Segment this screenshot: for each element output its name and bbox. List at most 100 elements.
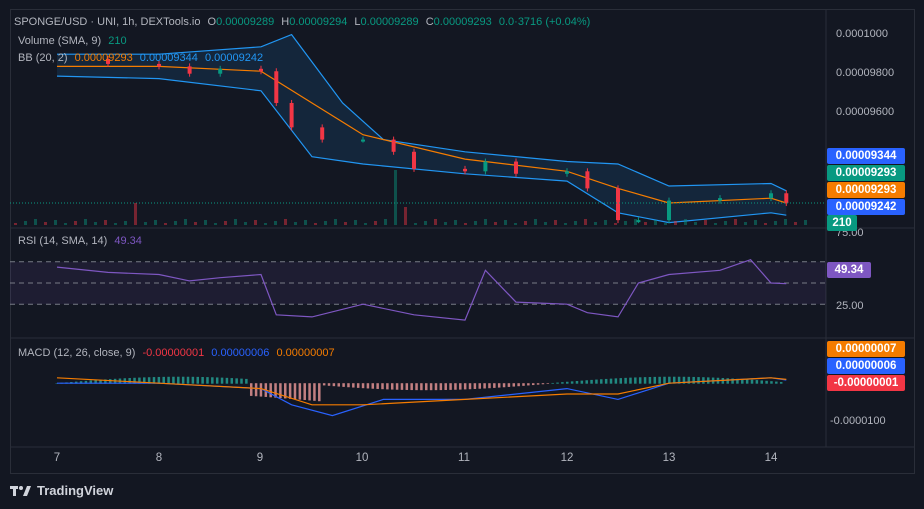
tradingview-logo[interactable]: TradingView: [10, 483, 113, 498]
rsi-value: 49.34: [114, 235, 142, 247]
macd-histogram-bar: [269, 383, 272, 398]
x-tick-11: 11: [458, 452, 470, 464]
macd-histogram-bar: [541, 383, 545, 385]
macd-histogram-bar: [624, 377, 627, 384]
macd-histogram-bar: [770, 381, 773, 384]
volume-bar: [604, 220, 607, 225]
bb-basis-line: [57, 65, 787, 204]
x-tick-12: 12: [560, 452, 574, 464]
macd-histogram-bar: [104, 379, 107, 384]
macd-histogram-bar: [274, 383, 277, 398]
macd-histogram-bar: [352, 383, 355, 388]
macd-histogram-bar: [609, 378, 613, 384]
volume-bar: [204, 220, 207, 225]
macd-histogram-bar: [240, 378, 243, 384]
volume-bar: [454, 220, 457, 225]
macd-histogram-bar: [663, 376, 666, 384]
volume-bar: [584, 219, 587, 225]
volume-bar: [694, 222, 697, 225]
macd-hist-value: -0.00000001: [142, 347, 205, 359]
volume-bar: [84, 219, 87, 225]
macd-histogram-bar: [322, 383, 326, 386]
candle-body: [361, 139, 365, 142]
volume-bar: [704, 220, 707, 225]
macd-histogram-bar: [94, 380, 97, 384]
volume-bar: [154, 220, 157, 225]
volume-bar: [144, 222, 147, 225]
close-label: C: [425, 16, 434, 28]
macd-histogram-bar: [225, 377, 229, 384]
macd-histogram-bar: [298, 383, 302, 400]
macd-histogram-bar: [405, 383, 409, 390]
macd-histogram-bar: [211, 377, 214, 384]
volume-bar: [714, 223, 717, 225]
macd-histogram-bar: [779, 381, 783, 384]
macd-histogram-bar: [653, 376, 657, 384]
tradingview-logo-icon: [10, 486, 31, 496]
volume-bar: [474, 221, 477, 225]
macd-histogram-bar: [585, 380, 588, 384]
bb-lower-price-tag: 0.00009242: [827, 199, 905, 215]
macd-histogram-bar: [570, 381, 574, 384]
macd-histogram-bar: [143, 377, 146, 384]
volume-bar: [654, 220, 657, 225]
macd-histogram-bar: [308, 383, 311, 401]
candle-body: [636, 220, 641, 223]
volume-bar: [754, 220, 757, 225]
volume-value: 210: [108, 35, 127, 47]
volume-bar: [14, 223, 17, 225]
symbol-title: SPONGE/USD · UNI, 1h, DEXTools.io: [14, 16, 201, 28]
volume-bar: [434, 219, 437, 225]
macd-histogram-bar: [386, 383, 389, 390]
candle-body: [616, 188, 620, 221]
macd-histogram-bar: [425, 383, 428, 391]
candle-body: [784, 193, 789, 204]
candle-body: [274, 71, 279, 103]
macd-histogram-bar: [366, 383, 370, 389]
volume-bar: [404, 207, 407, 225]
volume-bar: [764, 223, 767, 225]
candle-body: [769, 193, 773, 199]
x-tick-13: 13: [662, 452, 676, 464]
macd-histogram-bar: [600, 379, 603, 384]
macd-legend: MACD (12, 26, close, 9) -0.00000001 0.00…: [18, 346, 339, 360]
macd-line-value: 0.00000006: [211, 347, 270, 359]
macd-histogram-bar: [741, 379, 744, 384]
macd-histogram-bar: [497, 383, 501, 388]
macd-histogram-bar: [697, 377, 700, 384]
macd-histogram-bar: [138, 377, 141, 384]
macd-signal-line: [56, 377, 787, 406]
volume-bar: [44, 222, 47, 225]
volume-bar: [254, 220, 257, 225]
macd-histogram-bar: [745, 379, 749, 384]
macd-histogram-bar: [536, 383, 540, 385]
volume-bar: [644, 222, 647, 225]
volume-bar: [304, 220, 307, 225]
bb-band-fill: [57, 34, 787, 223]
macd-histogram-bar: [254, 383, 258, 397]
macd-histogram-bar: [619, 378, 622, 384]
macd-histogram-bar: [604, 378, 608, 384]
rsi-label: RSI (14, SMA, 14): [18, 235, 108, 247]
volume-bar: [224, 221, 227, 225]
volume-bar: [424, 221, 427, 225]
volume-bar: [664, 223, 667, 225]
macd-histogram-bar: [765, 380, 768, 384]
volume-bar: [594, 222, 597, 225]
macd-histogram-bar: [775, 381, 778, 384]
volume-bar: [494, 222, 497, 225]
volume-bar: [314, 223, 317, 225]
macd-histogram-bar: [488, 383, 491, 389]
macd-histogram-bar: [750, 379, 754, 384]
macd-histogram-bar: [507, 383, 511, 387]
macd-histogram-bar: [376, 383, 379, 389]
macd-histogram-bar: [327, 383, 331, 386]
last-price-tag: 0.00009293: [827, 165, 905, 181]
open-value: 0.00009289: [216, 16, 275, 28]
volume-bar: [564, 223, 567, 225]
macd-histogram-bar: [186, 376, 190, 384]
macd-histogram-bar: [172, 376, 175, 384]
candle-body: [412, 151, 416, 169]
macd-histogram-bar: [638, 377, 642, 384]
